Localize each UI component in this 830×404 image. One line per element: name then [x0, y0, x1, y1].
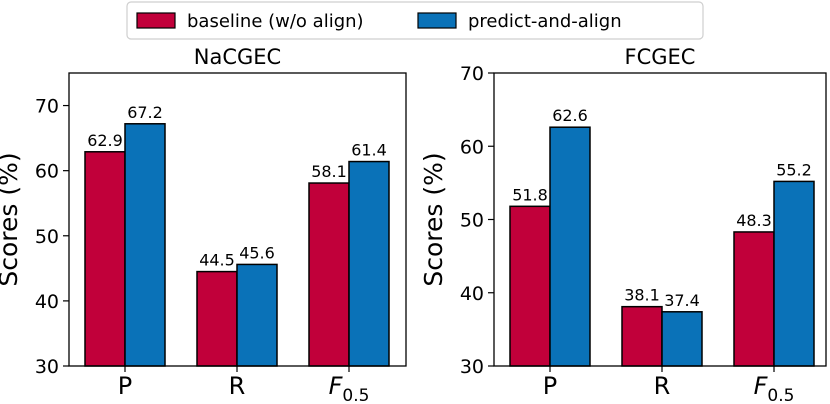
panel1-data-label-R-s1: 44.5 — [199, 251, 235, 270]
panel2-data-label-F0.5-s1: 48.3 — [736, 211, 772, 230]
panel2-bar-P-s2 — [549, 126, 591, 367]
panel2-data-label-R-s1: 38.1 — [624, 286, 660, 305]
panel2-ytick-label-30: 30 — [460, 356, 484, 378]
legend-box — [126, 1, 704, 40]
panel1-xtick-label-P: P — [118, 372, 132, 400]
panel2-bar-F0.5-s1 — [733, 231, 775, 367]
panel2-ytick-label-40: 40 — [460, 283, 484, 305]
panel1-y-axis-label: Scores (%) — [0, 152, 23, 286]
legend-label-2: predict-and-align — [468, 11, 622, 32]
panel2-title: FCGEC — [625, 45, 696, 69]
panel2-xtick-label-P: P — [543, 372, 557, 400]
panel1-axes-frame — [68, 72, 407, 367]
panel2-ytick-label-70: 70 — [460, 63, 484, 85]
panel1-ytick-label-60: 60 — [35, 161, 59, 183]
panel1-xtick-label-main: F — [329, 372, 344, 400]
panel2-bar-R-s1 — [621, 305, 663, 367]
panel1-ytick-label-70: 70 — [35, 96, 59, 118]
panel2-xtick-label-R: R — [654, 372, 671, 400]
panel1-bar-R-s2 — [236, 263, 278, 367]
panel1-xtick-label-main: R — [229, 372, 246, 400]
panel1-data-label-R-s2: 45.6 — [239, 243, 275, 262]
panel2-bar-F0.5-s2 — [773, 180, 815, 367]
panel1-bar-F0.5-s1 — [308, 182, 350, 367]
panel1-bar-P-s1 — [84, 151, 126, 367]
panel2-ytick-label-60: 60 — [460, 136, 484, 158]
panel1-xtick-label-R: R — [229, 372, 246, 400]
panel2-xtick-label-sub: 0.5 — [767, 386, 794, 404]
panel2-xtick-label-main: F — [754, 372, 769, 400]
panel1-bar-P-s2 — [124, 123, 166, 367]
legend-swatch-2 — [417, 12, 457, 29]
panel1-ytick-label-50: 50 — [35, 226, 59, 248]
panel1-ytick-label-30: 30 — [35, 356, 59, 378]
panel2-data-label-R-s2: 37.4 — [664, 291, 700, 310]
panel1-data-label-F0.5-s1: 58.1 — [311, 162, 347, 181]
panel2-data-label-F0.5-s2: 55.2 — [776, 160, 812, 179]
panel2-ytick-label-50: 50 — [460, 210, 484, 232]
panel1-xtick-label-sub: 0.5 — [342, 386, 369, 404]
legend-swatch-1 — [136, 12, 176, 29]
panel2-data-label-P-s1: 51.8 — [512, 185, 548, 204]
panel1-bar-F0.5-s2 — [348, 160, 390, 367]
panel1-xtick-label-main: P — [118, 372, 132, 400]
panel2-bar-R-s2 — [661, 311, 703, 367]
panel1-xtick-label-F0.5: F0.5 — [329, 372, 370, 404]
panel2-y-axis-label: Scores (%) — [419, 152, 448, 286]
panel1-title: NaCGEC — [194, 45, 281, 69]
panel1-data-label-F0.5-s2: 61.4 — [351, 141, 387, 160]
panel1-bar-R-s1 — [196, 270, 238, 367]
legend-label-1: baseline (w/o align) — [187, 11, 364, 32]
panel1-ytick-label-40: 40 — [35, 291, 59, 313]
panel2-bar-P-s1 — [509, 205, 551, 367]
panel2-xtick-label-main: P — [543, 372, 557, 400]
panel2-xtick-label-F0.5: F0.5 — [754, 372, 795, 404]
panel1-data-label-P-s1: 62.9 — [87, 131, 123, 150]
panel2-xtick-label-main: R — [654, 372, 671, 400]
panel1-data-label-P-s2: 67.2 — [127, 103, 163, 122]
panel2-data-label-P-s2: 62.6 — [552, 106, 588, 125]
